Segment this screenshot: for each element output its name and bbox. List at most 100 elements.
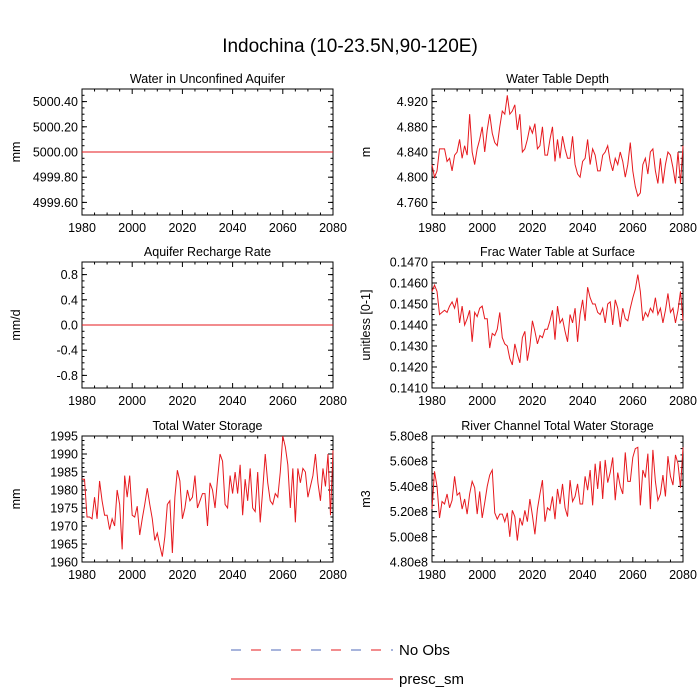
y-tick-label: 5.80e8	[390, 430, 428, 444]
legend-label-presc-sm: presc_sm	[399, 671, 464, 688]
y-tick-label: 1970	[50, 520, 78, 534]
y-axis-label: m	[359, 147, 373, 157]
y-tick-label: 0.1460	[390, 277, 428, 291]
chart-title: Aquifer Recharge Rate	[144, 245, 271, 259]
x-tick-label: 2080	[319, 394, 347, 408]
x-tick-label: 2020	[518, 221, 546, 235]
y-tick-label: 1985	[50, 466, 78, 480]
y-tick-label: 4.920	[397, 95, 428, 109]
chart-panel-5: Total Water Storage mm 1980 2000 2020 2040 206…	[9, 419, 347, 582]
y-tick-label: 5000.20	[33, 120, 78, 134]
y-tick-label: 4.840	[397, 146, 428, 160]
x-tick-label: 2060	[269, 568, 297, 582]
x-tick-label: 2080	[319, 221, 347, 235]
chart-panel-2: Water Table Depth m 1980 2000 2020 2040 2060 20…	[359, 72, 697, 235]
x-tick-label: 2000	[468, 221, 496, 235]
x-tick-label: 2060	[269, 394, 297, 408]
x-tick-label: 2080	[319, 568, 347, 582]
x-tick-label: 2000	[118, 221, 146, 235]
x-tick-label: 2000	[118, 568, 146, 582]
x-tick-label: 1980	[68, 221, 96, 235]
series-line-presc_sm	[431, 274, 684, 366]
x-tick-label: 2060	[619, 394, 647, 408]
y-tick-label: 4.880	[397, 120, 428, 134]
chart-title: Frac Water Table at Surface	[480, 245, 635, 259]
y-tick-label: 0.4	[61, 293, 78, 307]
y-axis-label: mm/d	[9, 309, 23, 340]
plot-frame	[81, 435, 334, 563]
x-tick-label: 2060	[269, 221, 297, 235]
y-tick-label: 5.60e8	[390, 455, 428, 469]
chart-panel-4: Frac Water Table at Surface unitless [0-1…	[359, 245, 697, 408]
y-tick-label: 4999.80	[33, 171, 78, 185]
y-tick-label: 0.1470	[390, 256, 428, 270]
chart-panel-1: Water in Unconfined Aquifer mm 1980 2000 202…	[9, 72, 347, 235]
y-tick-label: 5.20e8	[390, 505, 428, 519]
x-tick-label: 2080	[669, 568, 697, 582]
y-tick-label: 1975	[50, 502, 78, 516]
x-tick-label: 1980	[418, 221, 446, 235]
x-tick-label: 1980	[418, 394, 446, 408]
chart-title: Total Water Storage	[152, 419, 262, 433]
figure-title: Indochina (10-23.5N,90-120E)	[222, 36, 478, 57]
y-axis-label: mm	[9, 489, 23, 510]
x-tick-label: 2040	[569, 568, 597, 582]
plot-frame	[431, 261, 684, 389]
x-tick-label: 2040	[219, 221, 247, 235]
y-tick-label: 1990	[50, 448, 78, 462]
chart-panel-3: Aquifer Recharge Rate mm/d 1980 2000 2020 204…	[9, 245, 347, 408]
x-tick-label: 2020	[518, 568, 546, 582]
y-tick-label: 0.8	[61, 268, 78, 282]
x-tick-label: 2060	[619, 568, 647, 582]
y-tick-label: 4.760	[397, 196, 428, 210]
x-tick-label: 2000	[468, 568, 496, 582]
x-tick-label: 2040	[219, 394, 247, 408]
x-tick-label: 2000	[118, 394, 146, 408]
x-tick-label: 2020	[518, 394, 546, 408]
y-axis-label: mm	[9, 142, 23, 163]
legend-label-no-obs: No Obs	[399, 642, 450, 659]
y-tick-label: 1995	[50, 430, 78, 444]
series-line-presc_sm	[431, 446, 684, 541]
y-tick-label: 0.1450	[390, 298, 428, 312]
plot-frame	[431, 435, 684, 563]
x-tick-label: 2040	[569, 394, 597, 408]
x-tick-label: 2020	[168, 568, 196, 582]
x-tick-label: 1980	[418, 568, 446, 582]
x-tick-label: 2080	[669, 394, 697, 408]
chart-title: Water Table Depth	[506, 72, 609, 86]
y-tick-label: 0.1420	[390, 361, 428, 375]
chart-title: River Channel Total Water Storage	[461, 419, 654, 433]
y-tick-label: 4999.60	[33, 196, 78, 210]
y-tick-label: 0.1430	[390, 340, 428, 354]
x-tick-label: 2060	[619, 221, 647, 235]
y-tick-label: 5000.40	[33, 95, 78, 109]
y-tick-label: 1965	[50, 538, 78, 552]
x-tick-label: 2020	[168, 394, 196, 408]
y-tick-label: 0.1410	[390, 382, 428, 396]
y-tick-label: 0.0	[61, 319, 78, 333]
x-tick-label: 2020	[168, 221, 196, 235]
y-axis-label: unitless [0-1]	[359, 290, 373, 361]
chart-panel-6: River Channel Total Water Storage m3 1980 2…	[359, 419, 697, 582]
y-tick-label: -0.8	[56, 369, 78, 383]
series-line-presc_sm	[82, 435, 334, 557]
x-tick-label: 2040	[219, 568, 247, 582]
y-tick-label: 5.40e8	[390, 480, 428, 494]
x-tick-label: 1980	[68, 568, 96, 582]
y-tick-label: 0.1440	[390, 319, 428, 333]
y-tick-label: -0.4	[56, 344, 78, 358]
x-tick-label: 2080	[669, 221, 697, 235]
chart-title: Water in Unconfined Aquifer	[130, 72, 285, 86]
x-tick-label: 2040	[569, 221, 597, 235]
y-tick-label: 4.800	[397, 171, 428, 185]
plot-frame	[431, 88, 684, 216]
x-tick-label: 1980	[68, 394, 96, 408]
y-tick-label: 1980	[50, 484, 78, 498]
y-axis-label: m3	[359, 490, 373, 507]
y-tick-label: 1960	[50, 556, 78, 570]
series-line-presc_sm	[431, 95, 684, 198]
legend: No Obs presc_sm	[231, 642, 464, 688]
y-tick-label: 4.80e8	[390, 556, 428, 570]
